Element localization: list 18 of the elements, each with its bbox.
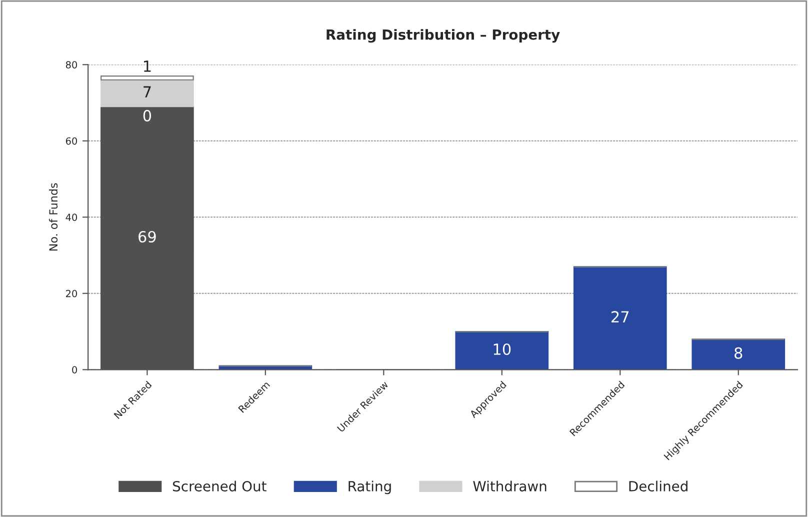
data-label: 27	[612, 311, 629, 322]
y-tick-label: 0	[72, 366, 78, 374]
y-tick-label: 20	[66, 290, 78, 298]
y-tick-label: 40	[66, 214, 78, 221]
data-label: 8	[734, 347, 742, 359]
legend-label: Withdrawn	[473, 480, 546, 492]
legend-label: Screened Out	[172, 480, 266, 492]
data-label: 0	[143, 110, 152, 122]
y-axis-title: No. of Funds	[48, 183, 58, 251]
data-label: 69	[138, 230, 156, 243]
legend-label: Declined	[629, 480, 688, 492]
data-label: 10	[494, 343, 511, 356]
legend-label: Rating	[348, 480, 391, 494]
y-tick-label: 80	[66, 61, 78, 68]
data-label: 1	[144, 60, 151, 72]
chart-title: Rating Distribution – Property	[326, 29, 560, 43]
data-label: 7	[144, 86, 151, 98]
y-tick-label: 60	[66, 137, 78, 145]
